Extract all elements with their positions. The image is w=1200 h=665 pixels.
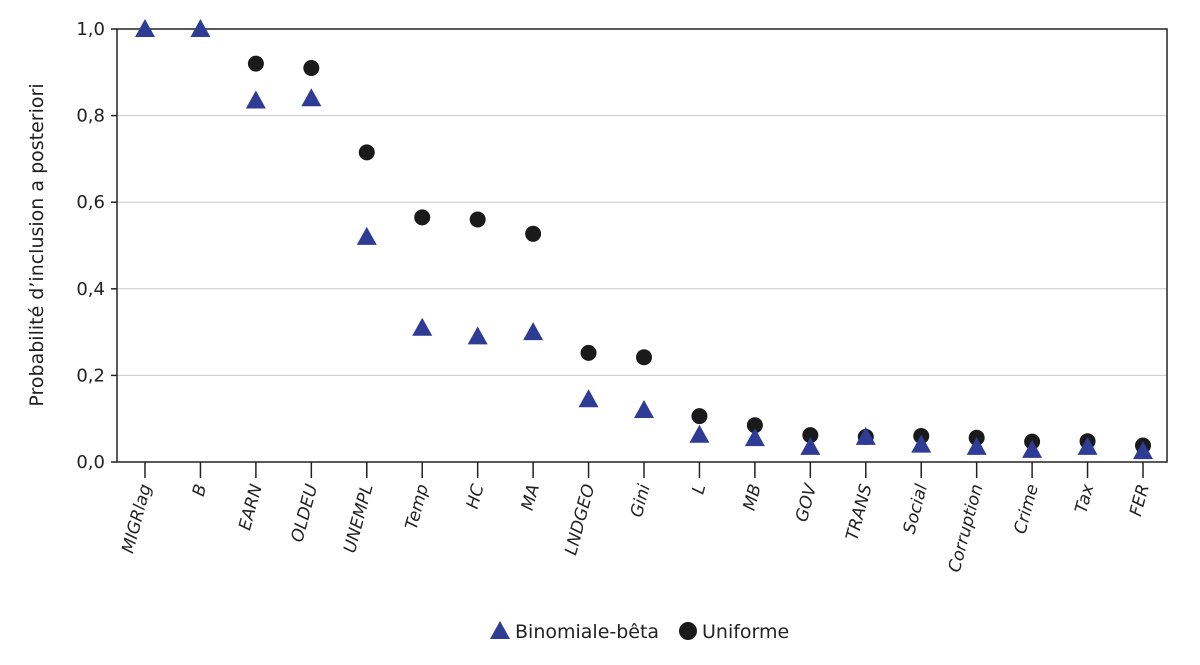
plot-frame bbox=[116, 28, 1168, 463]
gridlines bbox=[117, 115, 1167, 376]
legend-marker-uniforme bbox=[679, 622, 697, 640]
uniforme-point-temp bbox=[414, 209, 431, 226]
binomiale-beta-point-gini bbox=[634, 400, 654, 419]
binomiale-beta-point-ma bbox=[523, 322, 544, 341]
x-tick-label: Crime bbox=[1011, 482, 1043, 536]
x-tick-label: Corruption bbox=[945, 482, 988, 574]
x-tick-label: MB bbox=[740, 482, 766, 513]
uniforme-point-oldeu bbox=[303, 59, 320, 76]
uniforme-point-hc bbox=[469, 211, 486, 228]
binomiale-beta-point-lndgeo bbox=[578, 389, 599, 408]
legend: Binomiale-bêta Uniforme bbox=[490, 621, 789, 643]
uniforme-point-gov bbox=[802, 427, 819, 444]
y-tick-label: 0,0 bbox=[76, 452, 105, 473]
y-tick-label: 1,0 bbox=[76, 19, 105, 40]
x-tick-label: MA bbox=[518, 482, 544, 513]
binomiale-beta-point-fer bbox=[1133, 441, 1153, 460]
binomiale-beta-point-l bbox=[689, 424, 710, 443]
uniforme-point-lndgeo bbox=[580, 344, 597, 361]
binomiale-beta-point-unempl bbox=[356, 226, 377, 245]
x-tick-label: Gini bbox=[627, 482, 655, 520]
x-tick-label: MIGRlag bbox=[118, 482, 156, 556]
binomiale-beta-point-trans bbox=[855, 426, 876, 445]
legend-marker-binomiale-beta bbox=[490, 621, 510, 639]
binomiale-beta-point-migrlag bbox=[135, 19, 155, 37]
binomiale-beta-point-social bbox=[911, 434, 932, 453]
x-tick-label: LNDGEO bbox=[561, 482, 599, 557]
uniforme-point-earn bbox=[247, 55, 264, 72]
x-tick-label: Social bbox=[900, 482, 932, 536]
uniforme-point-mb bbox=[746, 417, 763, 434]
x-tick-label: Tax bbox=[1072, 481, 1099, 515]
y-tick-label: 0,2 bbox=[76, 365, 105, 386]
x-tick-label: HC bbox=[463, 482, 489, 511]
x-tick-label: OLDEU bbox=[288, 482, 323, 545]
binomiale-beta-point-crime bbox=[1022, 439, 1043, 458]
uniforme-point-ma bbox=[525, 225, 542, 242]
binomiale-beta-point-gov bbox=[800, 436, 821, 455]
data-points bbox=[135, 19, 1153, 460]
binomiale-beta-point-hc bbox=[467, 326, 488, 345]
binomiale-beta-point-b bbox=[190, 19, 211, 37]
x-tick-label: Temp bbox=[402, 482, 433, 532]
binomiale-beta-point-oldeu bbox=[301, 88, 322, 107]
y-tick-label: 0,4 bbox=[76, 279, 105, 300]
legend-label-binomiale-beta: Binomiale-bêta bbox=[515, 621, 659, 643]
y-tick-label: 0,8 bbox=[76, 106, 105, 127]
binomiale-beta-point-corruption bbox=[966, 436, 987, 455]
uniforme-point-l bbox=[691, 408, 708, 425]
binomiale-beta-point-mb bbox=[744, 428, 765, 447]
x-tick-label: B bbox=[189, 482, 211, 498]
x-tick-label: TRANS bbox=[842, 482, 876, 543]
x-tick-label: FER bbox=[1126, 482, 1154, 518]
y-axis-label: Probabilité d’inclusion a posteriori bbox=[26, 83, 48, 406]
uniforme-point-gini bbox=[636, 349, 652, 366]
binomiale-beta-point-tax bbox=[1077, 436, 1098, 455]
legend-label-uniforme: Uniforme bbox=[702, 621, 789, 643]
x-tick-label: GOV bbox=[792, 481, 822, 524]
binomiale-beta-point-temp bbox=[412, 317, 433, 336]
x-tick-label: UNEMPL bbox=[340, 482, 378, 555]
y-axis: 0,0 0,2 0,4 0,6 0,8 1,0 bbox=[76, 19, 117, 473]
x-tick-label: L bbox=[689, 482, 711, 496]
y-tick-label: 0,6 bbox=[76, 192, 105, 213]
x-axis: MIGRlag B EARN OLDEU UNEMPL Temp HC MA LNDGEO Gin… bbox=[118, 462, 1154, 575]
binomiale-beta-point-earn bbox=[245, 90, 266, 109]
uniforme-point-unempl bbox=[358, 144, 375, 161]
x-tick-label: EARN bbox=[235, 482, 267, 533]
